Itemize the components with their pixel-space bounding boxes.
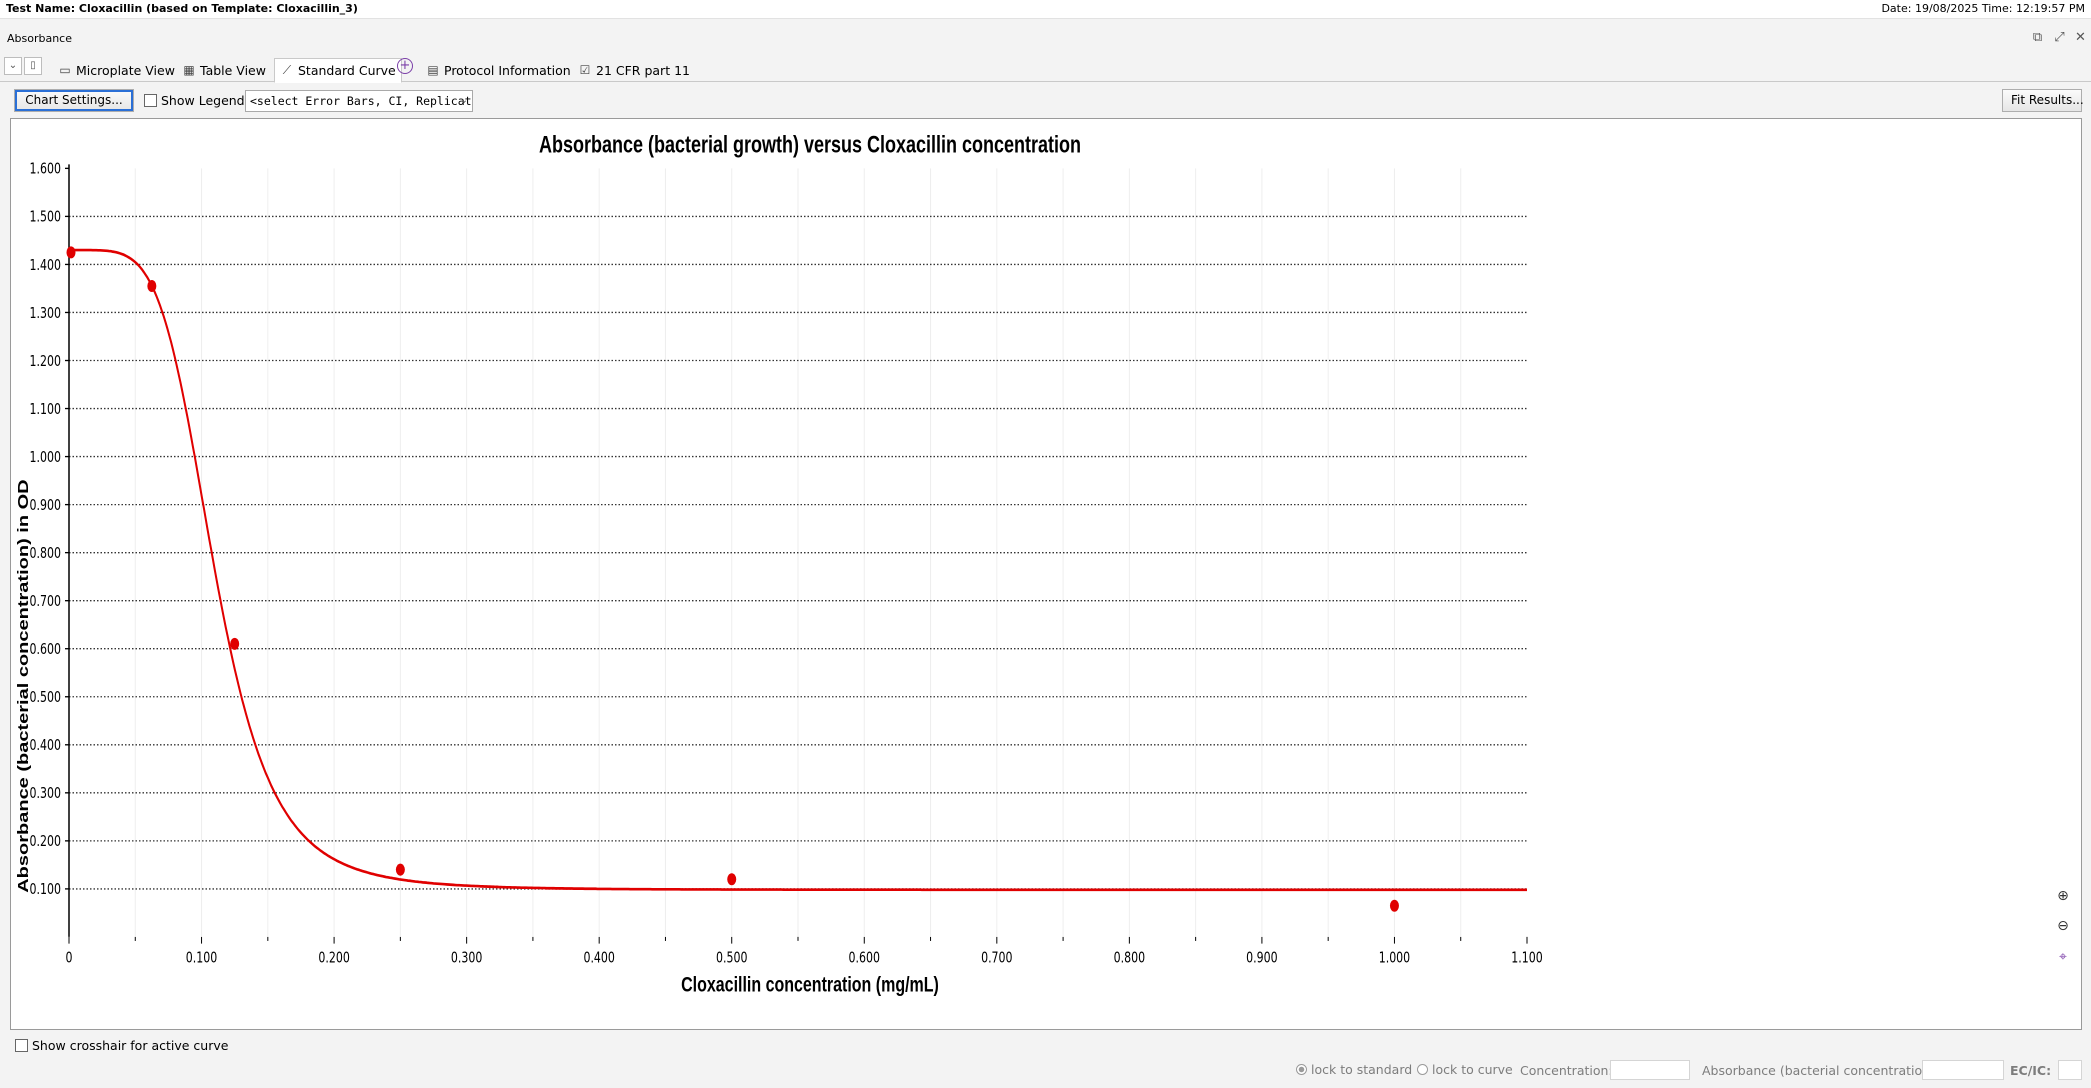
- crosshair-checkbox[interactable]: Show crosshair for active curve: [15, 1038, 228, 1053]
- error-bars-select-value: <select Error Bars, CI, Replicates...>: [250, 94, 472, 108]
- absorbance-label: Absorbance (bacterial concentration):: [1702, 1063, 1940, 1078]
- x-tick-label: 1.000: [1379, 950, 1410, 967]
- show-legend-label: Show Legend: [161, 93, 245, 108]
- x-tick-label: 1.100: [1511, 950, 1542, 967]
- x-tick-label: 0.400: [583, 950, 614, 967]
- x-axis-label: Cloxacillin concentration (mg/mL): [681, 972, 939, 996]
- absorbance-field[interactable]: [1922, 1060, 2004, 1080]
- x-tick-label: 0.800: [1114, 950, 1145, 967]
- zoom-in-icon[interactable]: ⊕: [2057, 888, 2069, 904]
- error-bars-select[interactable]: <select Error Bars, CI, Replicates...> ⌄: [245, 90, 473, 112]
- document-icon[interactable]: ▯: [24, 57, 42, 75]
- tab-microplate-view[interactable]: ▭ Microplate View: [52, 58, 181, 82]
- y-tick-label: 1.300: [30, 305, 61, 322]
- tab-label: Standard Curve: [298, 63, 396, 78]
- data-point: [1389, 899, 1399, 912]
- chart-settings-button[interactable]: Chart Settings...: [14, 89, 134, 112]
- y-tick-label: 0.200: [30, 834, 61, 851]
- chart-title: Absorbance (bacterial growth) versus Clo…: [539, 132, 1081, 158]
- table-icon: ▦: [183, 63, 195, 77]
- tab-label: 21 CFR part 11: [596, 62, 690, 78]
- data-point: [147, 280, 157, 293]
- protocol-icon: ▤: [427, 63, 439, 77]
- data-points: [66, 246, 1399, 912]
- microplate-icon: ▭: [59, 63, 71, 77]
- tab-label: Protocol Information: [444, 62, 571, 78]
- fit-curve-layer: [69, 248, 1527, 892]
- checkbox-box[interactable]: [15, 1039, 28, 1052]
- x-tick-label: 0.300: [451, 950, 482, 967]
- radio-circle[interactable]: [1296, 1064, 1307, 1075]
- axes: 0.100 0.200 0.300 0.400 0.500 0.600 0.700 0.800…: [30, 161, 1543, 967]
- lock-to-standard-radio[interactable]: lock to standard: [1296, 1062, 1412, 1077]
- y-tick-label: 0.800: [30, 546, 61, 563]
- show-legend-checkbox[interactable]: Show Legend: [144, 93, 245, 108]
- y-tick-label: 1.500: [30, 209, 61, 226]
- y-tick-label: 0.500: [30, 690, 61, 707]
- x-tick-label: 0.100: [186, 950, 217, 967]
- chart-toolbar: Chart Settings... Show Legend <select Er…: [0, 86, 2091, 116]
- crosshair-label: Show crosshair for active curve: [32, 1038, 229, 1053]
- checkbox-box[interactable]: [144, 94, 157, 107]
- curve-icon: ⟋: [282, 63, 292, 77]
- tab-protocol-information[interactable]: ▤ Protocol Information: [420, 58, 577, 82]
- crosshair-panel: Show crosshair for active curve lock to …: [0, 1034, 2091, 1088]
- radio-circle[interactable]: [1417, 1064, 1428, 1075]
- expand-icon[interactable]: ⤢: [2054, 30, 2065, 45]
- y-tick-label: 1.400: [30, 257, 61, 274]
- add-curve-icon[interactable]: +: [397, 58, 413, 74]
- lock-to-curve-label: lock to curve: [1432, 1062, 1513, 1077]
- zoom-reset-icon[interactable]: ⌖: [2059, 949, 2067, 965]
- collapse-chevron-icon[interactable]: ⌄: [4, 57, 22, 75]
- restore-icon[interactable]: ⧉: [2032, 30, 2043, 45]
- y-tick-label: 1.200: [30, 353, 61, 370]
- concentration-label: Concentration:: [1520, 1063, 1613, 1078]
- x-tick-label: 0: [66, 950, 73, 967]
- y-tick-label: 0.100: [30, 882, 61, 899]
- x-tick-label: 0.900: [1246, 950, 1277, 967]
- checklist-icon: ☑: [579, 63, 591, 77]
- data-point: [727, 873, 737, 886]
- test-name: Test Name: Cloxacillin (based on Templat…: [6, 2, 358, 15]
- title-bar: Test Name: Cloxacillin (based on Templat…: [0, 0, 2091, 19]
- section-title: Absorbance: [7, 32, 73, 45]
- chart-panel: Absorbance (bacterial growth) versus Clo…: [10, 118, 2082, 1030]
- y-tick-label: 0.600: [30, 642, 61, 659]
- x-tick-label: 0.700: [981, 950, 1012, 967]
- tab-standard-curve[interactable]: ⟋ Standard Curve: [274, 58, 402, 83]
- tab-21-cfr-part-11[interactable]: ☑ 21 CFR part 11: [572, 58, 696, 82]
- concentration-field[interactable]: [1610, 1060, 1690, 1080]
- y-axis-label: Absorbance (bacterial concentration) in …: [14, 479, 31, 893]
- tab-table-view[interactable]: ▦ Table View: [176, 58, 272, 82]
- x-tick-label: 0.500: [716, 950, 747, 967]
- grid-lines: [69, 168, 1527, 937]
- section-bar: Absorbance ⧉ ⤢ ✕: [0, 30, 2091, 47]
- ec-ic-label: EC/IC:: [2010, 1063, 2052, 1078]
- y-tick-label: 0.300: [30, 786, 61, 803]
- x-tick-label: 0.600: [849, 950, 880, 967]
- tab-label: Microplate View: [76, 62, 175, 78]
- data-point: [395, 863, 405, 876]
- tab-label: Table View: [200, 62, 266, 78]
- standard-curve-chart[interactable]: Absorbance (bacterial growth) versus Clo…: [11, 119, 2081, 1029]
- y-tick-label: 0.900: [30, 498, 61, 515]
- lock-to-curve-radio[interactable]: lock to curve: [1417, 1062, 1513, 1077]
- fit-results-button[interactable]: Fit Results...: [2002, 89, 2084, 112]
- ec-ic-field[interactable]: [2058, 1060, 2082, 1080]
- lock-to-standard-label: lock to standard: [1311, 1062, 1413, 1077]
- chevron-down-icon: ⌄: [459, 95, 468, 106]
- date-time: Date: 19/08/2025 Time: 12:19:57 PM: [1881, 2, 2085, 15]
- y-tick-label: 1.600: [30, 161, 61, 178]
- data-point: [66, 246, 76, 259]
- y-tick-label: 1.000: [30, 449, 61, 466]
- x-tick-label: 0.200: [318, 950, 349, 967]
- tab-bar: ⌄ ▯ ▭ Microplate View ▦ Table View ⟋ Sta…: [0, 55, 2091, 83]
- y-tick-label: 1.100: [30, 401, 61, 418]
- y-tick-label: 0.400: [30, 738, 61, 755]
- data-point: [230, 637, 240, 650]
- y-tick-label: 0.700: [30, 594, 61, 611]
- zoom-out-icon[interactable]: ⊖: [2057, 918, 2069, 934]
- fit-curve-line: [69, 248, 1527, 892]
- close-icon[interactable]: ✕: [2075, 30, 2086, 45]
